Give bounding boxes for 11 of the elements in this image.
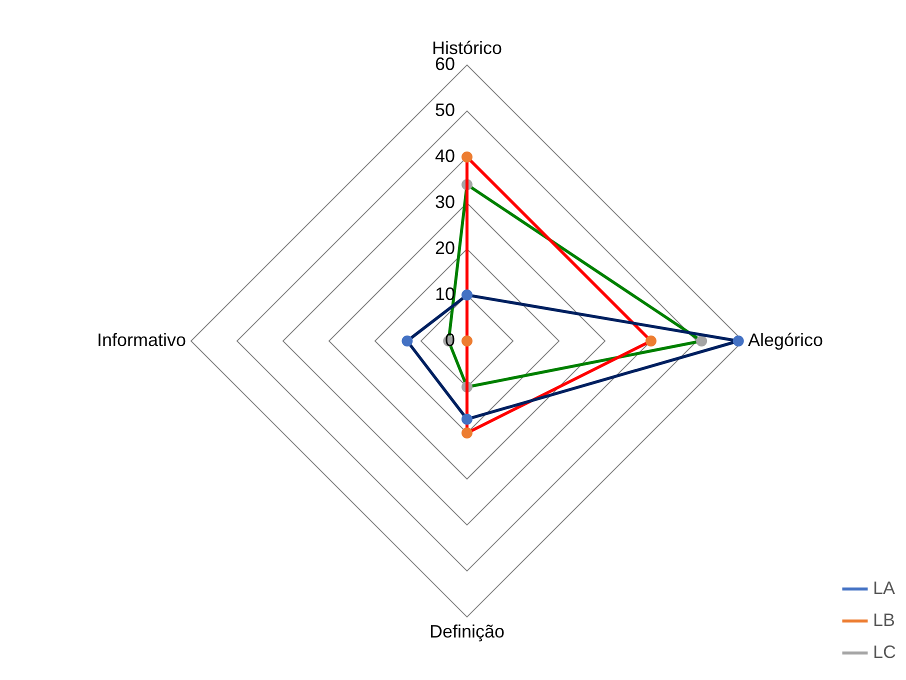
y-tick-label: 40 xyxy=(434,146,455,166)
y-tick-label: 20 xyxy=(434,238,455,258)
y-tick-label: 30 xyxy=(434,192,455,212)
text: LB xyxy=(872,610,896,630)
spoke-label: Alegórico xyxy=(748,330,824,350)
y-tick-label: 0 xyxy=(444,330,455,350)
y-tick-label: 50 xyxy=(434,100,455,120)
text: LA xyxy=(872,578,896,598)
text: LC xyxy=(872,642,896,662)
spoke-label: Informativo xyxy=(96,330,186,350)
spoke-label: Definição xyxy=(429,622,505,642)
